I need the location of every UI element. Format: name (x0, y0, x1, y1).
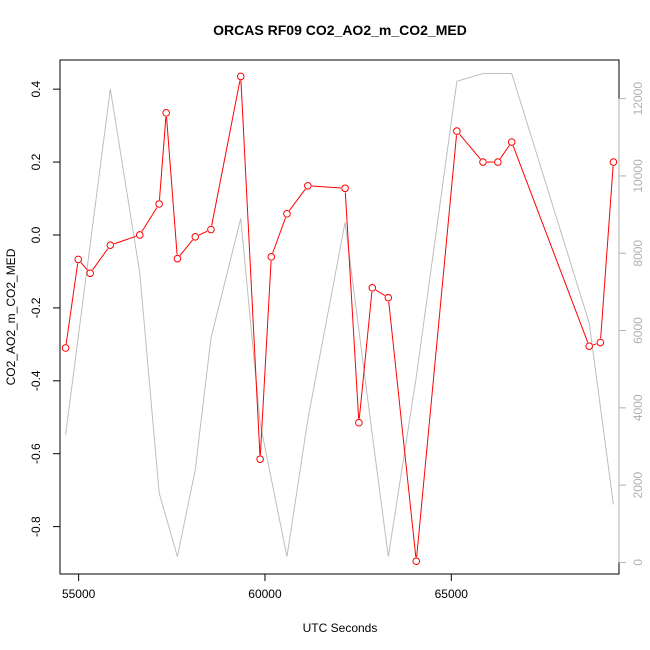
series-line-segment (459, 133, 481, 160)
y2-tick-label: 12000 (631, 82, 645, 116)
series-line-segment (158, 116, 167, 200)
data-point (494, 158, 502, 166)
y-axis-label: CO2_AO2_m_CO2_MED (4, 248, 18, 385)
data-point (609, 158, 618, 166)
series-line-segment (179, 239, 194, 256)
y2-tick-label: 0 (631, 559, 645, 566)
x-axis-label: UTC Seconds (303, 621, 378, 635)
y-tick-label: 0.2 (29, 153, 43, 170)
data-point (256, 455, 264, 463)
series-line-segment (65, 263, 79, 344)
data-point (453, 127, 461, 135)
data-point (155, 200, 163, 208)
series-line-segment (344, 192, 360, 419)
series-line-segment (600, 166, 614, 339)
data-point (368, 284, 377, 292)
data-point (106, 241, 115, 249)
data-point (304, 181, 312, 190)
series-line-segment (375, 289, 386, 296)
data-point (162, 109, 171, 117)
series-line-segment (272, 217, 287, 254)
series-line-segment (416, 135, 458, 558)
series-line-segment (198, 230, 208, 236)
data-point (236, 72, 245, 81)
data-point (412, 557, 421, 566)
series-line-segment (512, 145, 589, 343)
data-point (191, 233, 200, 241)
series-line-segment (80, 262, 88, 271)
series-line-segment (141, 207, 158, 232)
y2-tick-label: 2000 (631, 471, 645, 498)
series-line-segment (388, 301, 417, 558)
data-point (173, 254, 182, 263)
series-line-segment (166, 116, 178, 255)
y2-tick-label: 4000 (631, 394, 645, 421)
y-tick-label: 0.0 (29, 226, 43, 243)
data-point (267, 253, 276, 261)
data-point (585, 342, 593, 350)
data-point (384, 293, 393, 302)
y2-axis: 0 2000 4000 6000 8000 10000 12000 (618, 82, 645, 566)
y-tick-label: 0.4 (29, 80, 43, 97)
x-axis: 55000 60000 65000 (62, 573, 469, 601)
data-point (74, 255, 83, 264)
x-tick-label: 55000 (62, 587, 96, 601)
data-point (341, 184, 349, 193)
chart-title: ORCAS RF09 CO2_AO2_m_CO2_MED (213, 22, 467, 38)
series-line-segment (92, 248, 109, 271)
x-tick-label: 65000 (435, 587, 469, 601)
y2-tick-label: 8000 (631, 240, 645, 267)
data-point (507, 138, 516, 146)
series-line-segment (240, 80, 261, 456)
y-tick-label: -0.2 (29, 297, 43, 318)
series-line-segment (311, 185, 342, 189)
x-tick-label: 60000 (248, 587, 282, 601)
data-point (135, 231, 144, 239)
y2-tick-label: 6000 (631, 317, 645, 344)
series-line-segment (499, 145, 510, 159)
data-point (596, 338, 605, 347)
series-line-segment (114, 235, 137, 245)
series-line-segment (259, 260, 272, 456)
y-tick-label: -0.4 (29, 370, 43, 391)
altitude-line (65, 73, 614, 557)
data-point (355, 418, 363, 427)
data-point (86, 269, 94, 278)
y-tick-label: -0.8 (29, 516, 43, 537)
data-point (61, 344, 70, 352)
series-line-segment (288, 188, 306, 211)
y-tick-label: -0.6 (29, 443, 43, 464)
series-line-segment (358, 291, 373, 419)
series-line-segment (592, 343, 597, 346)
data-point (479, 158, 487, 166)
y-axis: -0.8 -0.6 -0.4 -0.2 0.0 0.2 0.4 (29, 80, 61, 537)
data-point (283, 210, 291, 218)
series-layer (61, 72, 618, 566)
series-line-segment (211, 80, 241, 226)
y2-tick-label: 10000 (631, 159, 645, 193)
data-point (207, 225, 215, 234)
